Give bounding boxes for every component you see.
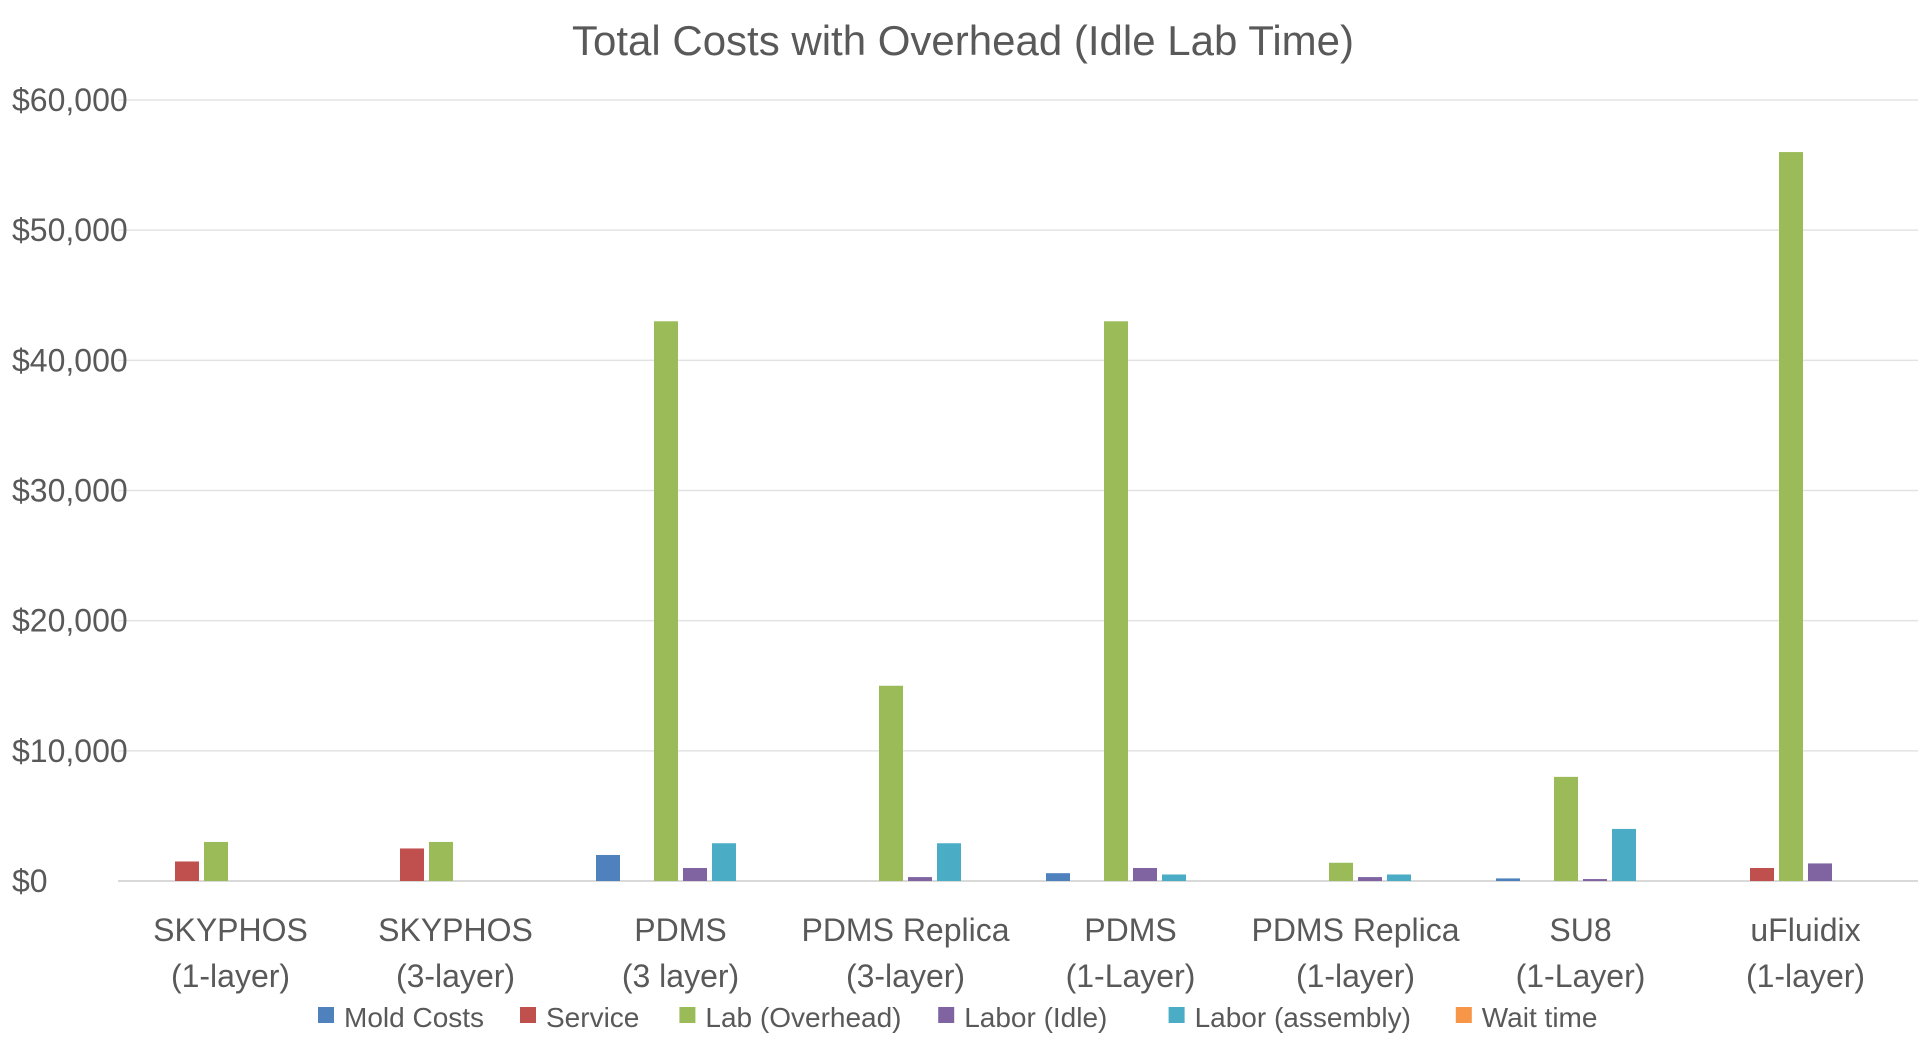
category-label: (3-layer) — [396, 958, 515, 994]
category-label: SKYPHOS — [378, 912, 533, 948]
category-label: PDMS Replica — [801, 912, 1009, 948]
bar — [937, 843, 961, 881]
bar — [712, 843, 736, 881]
bar — [1496, 878, 1520, 881]
chart-title: Total Costs with Overhead (Idle Lab Time… — [572, 17, 1354, 64]
legend-label: Service — [546, 1002, 639, 1033]
category-label: PDMS — [1084, 912, 1176, 948]
category-axis: SKYPHOS (1-layer) SKYPHOS (3-layer) PDMS (3 l… — [153, 912, 1865, 994]
bars — [175, 152, 1832, 882]
y-tick-label: $20,000 — [12, 603, 128, 639]
y-tick-label: $50,000 — [12, 212, 128, 248]
bar — [596, 854, 620, 881]
legend-label: Labor (Idle) — [964, 1002, 1107, 1033]
legend-swatch — [1455, 1007, 1472, 1023]
y-tick-label: $0 — [12, 863, 48, 899]
bar — [1612, 828, 1636, 881]
legend: Mold Costs Service Lab (Overhead) Labor (Id… — [318, 1002, 1597, 1033]
bar — [204, 841, 228, 881]
bar — [1046, 873, 1070, 881]
bar — [1387, 874, 1411, 881]
bar — [1808, 863, 1832, 881]
category-label: (1-Layer) — [1066, 958, 1196, 994]
legend-label: Mold Costs — [344, 1002, 484, 1033]
bar — [1554, 776, 1578, 881]
bar — [1162, 874, 1186, 881]
legend-label: Wait time — [1482, 1002, 1598, 1033]
y-tick-label: $60,000 — [12, 82, 128, 118]
category-label: (1-layer) — [1746, 958, 1865, 994]
category-label: (1-layer) — [171, 958, 290, 994]
legend-label: Lab (Overhead) — [705, 1002, 901, 1033]
legend-label: Labor (assembly) — [1195, 1002, 1411, 1033]
category-label: PDMS Replica — [1251, 912, 1459, 948]
legend-swatch — [1168, 1007, 1185, 1023]
y-tick-label: $30,000 — [12, 473, 128, 509]
bar — [400, 848, 424, 881]
gridlines — [118, 99, 1918, 882]
category-label: (1-layer) — [1296, 958, 1415, 994]
y-tick-label: $40,000 — [12, 342, 128, 378]
bar — [1779, 152, 1803, 882]
category-label: PDMS — [634, 912, 726, 948]
bar — [429, 841, 453, 881]
bar — [1358, 877, 1382, 881]
bar — [908, 877, 932, 881]
bar — [683, 867, 707, 881]
bar — [654, 321, 678, 881]
legend-swatch — [938, 1007, 955, 1023]
category-label: (1-Layer) — [1516, 958, 1646, 994]
bar — [1104, 321, 1128, 881]
bar — [175, 861, 199, 881]
bar — [1583, 879, 1607, 881]
bar — [1750, 867, 1774, 881]
category-label: uFluidix — [1750, 912, 1860, 948]
bar — [1329, 862, 1353, 881]
legend-swatch — [520, 1007, 536, 1023]
y-axis: $0 $10,000 $20,000 $30,000 $40,000 $50,000 $60… — [12, 82, 128, 899]
legend-swatch — [679, 1007, 696, 1023]
bar — [1133, 867, 1157, 881]
legend-swatch — [318, 1007, 334, 1023]
bar — [879, 685, 903, 881]
category-label: (3-layer) — [846, 958, 965, 994]
category-label: SU8 — [1549, 912, 1611, 948]
category-label: SKYPHOS — [153, 912, 308, 948]
category-label: (3 layer) — [622, 958, 739, 994]
y-tick-label: $10,000 — [12, 733, 128, 769]
